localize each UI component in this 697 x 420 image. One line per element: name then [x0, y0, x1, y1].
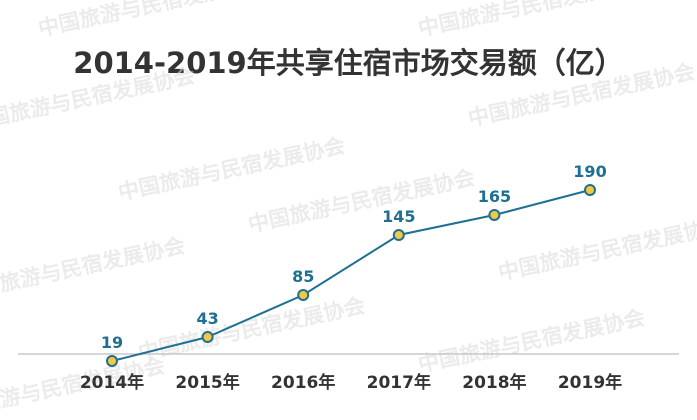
watermark-text: 中国旅游与民宿发展协会: [36, 0, 267, 41]
data-point: [584, 184, 596, 196]
x-tick-label: 2018年: [462, 372, 526, 393]
data-label: 165: [478, 187, 511, 206]
data-point: [297, 289, 310, 301]
data-point: [106, 355, 118, 367]
series-line: [111, 189, 591, 362]
watermark-text: 中国旅游与民宿发展协会: [0, 63, 197, 135]
watermark-text: 中国旅游与民宿发展协会: [416, 0, 647, 41]
x-tick-label: 2019年: [558, 372, 622, 393]
data-points: [106, 184, 596, 367]
watermark-text: 中国旅游与民宿发展协会: [466, 59, 697, 131]
data-point: [392, 229, 405, 241]
x-tick-label: 2015年: [175, 372, 239, 393]
data-label: 85: [292, 267, 314, 286]
data-point: [488, 209, 501, 221]
data-labels: 19 43 85 145 165 190: [101, 162, 607, 352]
watermark-text: 中国旅游与民宿发展协会: [416, 305, 647, 377]
watermark-text: 中国旅游与民宿发展协会: [116, 133, 347, 205]
data-label: 145: [382, 207, 415, 226]
x-tick-label: 2016年: [271, 372, 335, 393]
chart-title: 2014-2019年共享住宿市场交易额（亿）: [73, 46, 624, 80]
data-label: 19: [101, 333, 123, 352]
x-tick-label: 2017年: [367, 372, 431, 393]
data-point: [201, 331, 214, 343]
data-label: 190: [573, 162, 606, 181]
data-label: 43: [196, 309, 218, 328]
x-tick-labels: 2014年 2015年 2016年 2017年 2018年 2019年: [80, 372, 622, 393]
x-tick-label: 2014年: [80, 372, 144, 393]
watermark-text: 中国旅游与民宿发展协会: [0, 233, 187, 305]
watermark-text: 中国旅游与民宿发展协会: [496, 213, 697, 285]
